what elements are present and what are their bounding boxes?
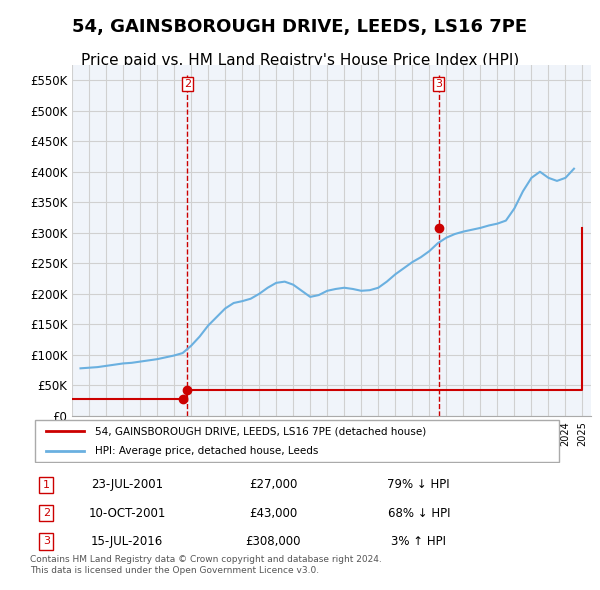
- Text: 54, GAINSBOROUGH DRIVE, LEEDS, LS16 7PE: 54, GAINSBOROUGH DRIVE, LEEDS, LS16 7PE: [73, 18, 527, 36]
- Text: 79% ↓ HPI: 79% ↓ HPI: [388, 478, 450, 491]
- Text: 23-JUL-2001: 23-JUL-2001: [91, 478, 163, 491]
- Text: 1: 1: [43, 480, 50, 490]
- Text: 3% ↑ HPI: 3% ↑ HPI: [391, 535, 446, 548]
- Text: £308,000: £308,000: [245, 535, 301, 548]
- Text: 2: 2: [43, 508, 50, 518]
- Text: 10-OCT-2001: 10-OCT-2001: [89, 507, 166, 520]
- Text: £27,000: £27,000: [249, 478, 297, 491]
- Text: HPI: Average price, detached house, Leeds: HPI: Average price, detached house, Leed…: [95, 446, 318, 455]
- Text: 3: 3: [43, 536, 50, 546]
- Text: 3: 3: [435, 79, 442, 89]
- FancyBboxPatch shape: [35, 420, 559, 463]
- Text: 68% ↓ HPI: 68% ↓ HPI: [388, 507, 450, 520]
- Text: £43,000: £43,000: [249, 507, 297, 520]
- Text: 2: 2: [184, 79, 191, 89]
- Text: 54, GAINSBOROUGH DRIVE, LEEDS, LS16 7PE (detached house): 54, GAINSBOROUGH DRIVE, LEEDS, LS16 7PE …: [95, 427, 426, 436]
- Text: 15-JUL-2016: 15-JUL-2016: [91, 535, 163, 548]
- Text: Price paid vs. HM Land Registry's House Price Index (HPI): Price paid vs. HM Land Registry's House …: [81, 53, 519, 68]
- Text: Contains HM Land Registry data © Crown copyright and database right 2024.
This d: Contains HM Land Registry data © Crown c…: [30, 556, 382, 575]
